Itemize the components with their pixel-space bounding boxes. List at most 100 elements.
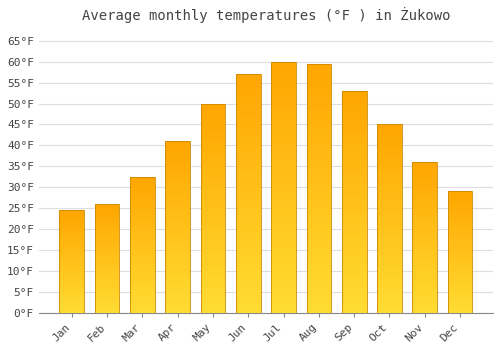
Bar bbox=[94, 291, 120, 293]
Bar bbox=[130, 310, 155, 313]
Bar bbox=[94, 234, 120, 237]
Bar bbox=[200, 225, 226, 229]
Bar bbox=[448, 223, 472, 225]
Bar bbox=[377, 125, 402, 313]
Bar bbox=[377, 166, 402, 170]
Bar bbox=[448, 191, 472, 313]
Bar bbox=[166, 145, 190, 148]
Bar bbox=[271, 237, 296, 242]
Bar bbox=[166, 289, 190, 292]
Bar bbox=[271, 288, 296, 293]
Bar bbox=[236, 274, 260, 279]
Bar bbox=[94, 260, 120, 262]
Bar bbox=[306, 293, 331, 298]
Bar bbox=[448, 228, 472, 230]
Bar bbox=[60, 270, 84, 272]
Bar bbox=[306, 64, 331, 313]
Bar bbox=[130, 299, 155, 302]
Bar bbox=[60, 239, 84, 241]
Bar bbox=[94, 204, 120, 313]
Bar bbox=[200, 284, 226, 288]
Bar bbox=[448, 252, 472, 254]
Bar bbox=[60, 224, 84, 226]
Bar bbox=[94, 258, 120, 260]
Bar bbox=[412, 162, 437, 165]
Bar bbox=[200, 241, 226, 246]
Bar bbox=[166, 169, 190, 172]
Bar bbox=[130, 177, 155, 313]
Bar bbox=[60, 307, 84, 309]
Bar bbox=[236, 294, 260, 298]
Bar bbox=[60, 278, 84, 280]
Bar bbox=[130, 294, 155, 296]
Bar bbox=[200, 133, 226, 137]
Bar bbox=[200, 296, 226, 300]
Bar bbox=[60, 229, 84, 231]
Bar bbox=[236, 146, 260, 150]
Bar bbox=[412, 186, 437, 189]
Bar bbox=[200, 262, 226, 267]
Bar bbox=[94, 230, 120, 232]
Bar bbox=[236, 74, 260, 313]
Bar bbox=[412, 231, 437, 235]
Bar bbox=[412, 210, 437, 213]
Bar bbox=[94, 250, 120, 252]
Bar bbox=[94, 232, 120, 234]
Bar bbox=[130, 196, 155, 198]
Bar bbox=[377, 237, 402, 241]
Bar bbox=[236, 160, 260, 165]
Bar bbox=[377, 203, 402, 207]
Bar bbox=[412, 303, 437, 307]
Bar bbox=[130, 283, 155, 286]
Bar bbox=[377, 290, 402, 294]
Bar bbox=[448, 267, 472, 269]
Bar bbox=[412, 168, 437, 171]
Bar bbox=[342, 122, 366, 126]
Bar bbox=[271, 267, 296, 273]
Bar bbox=[166, 220, 190, 223]
Bar bbox=[377, 241, 402, 245]
Bar bbox=[94, 276, 120, 278]
Bar bbox=[130, 256, 155, 258]
Bar bbox=[166, 148, 190, 152]
Bar bbox=[412, 237, 437, 240]
Bar bbox=[60, 241, 84, 243]
Bar bbox=[306, 268, 331, 273]
Bar bbox=[342, 295, 366, 299]
Bar bbox=[166, 152, 190, 155]
Bar bbox=[448, 298, 472, 301]
Bar bbox=[60, 257, 84, 259]
Bar bbox=[130, 269, 155, 272]
Bar bbox=[60, 272, 84, 274]
Bar bbox=[342, 175, 366, 180]
Bar bbox=[60, 253, 84, 255]
Bar bbox=[271, 62, 296, 313]
Bar bbox=[306, 139, 331, 143]
Bar bbox=[412, 174, 437, 177]
Bar bbox=[236, 155, 260, 160]
Bar bbox=[412, 207, 437, 210]
Bar bbox=[412, 252, 437, 256]
Bar bbox=[130, 266, 155, 269]
Bar bbox=[166, 309, 190, 313]
Bar bbox=[60, 249, 84, 251]
Bar bbox=[377, 136, 402, 140]
Bar bbox=[236, 246, 260, 251]
Bar bbox=[412, 162, 437, 313]
Bar bbox=[412, 201, 437, 204]
Bar bbox=[236, 74, 260, 313]
Bar bbox=[60, 296, 84, 298]
Bar bbox=[130, 228, 155, 231]
Bar bbox=[130, 304, 155, 307]
Bar bbox=[271, 252, 296, 258]
Bar bbox=[271, 167, 296, 172]
Bar bbox=[200, 212, 226, 216]
Bar bbox=[448, 225, 472, 228]
Bar bbox=[130, 177, 155, 313]
Bar bbox=[412, 280, 437, 282]
Bar bbox=[166, 244, 190, 247]
Bar bbox=[271, 207, 296, 212]
Bar bbox=[166, 175, 190, 179]
Bar bbox=[236, 107, 260, 112]
Bar bbox=[130, 261, 155, 264]
